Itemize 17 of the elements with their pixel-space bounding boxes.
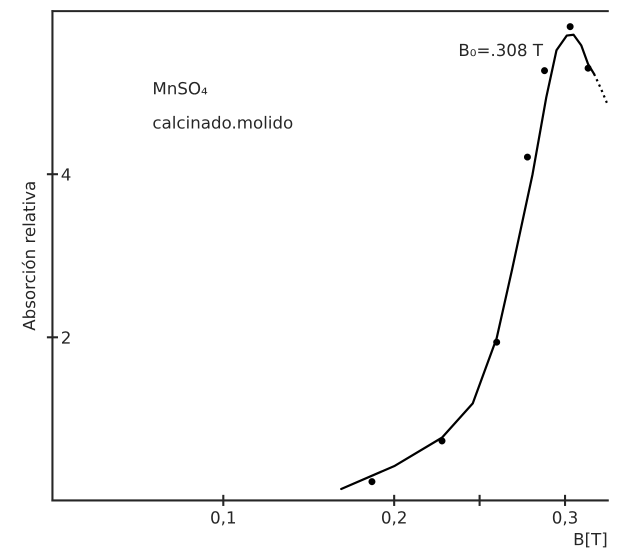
point	[566, 23, 574, 30]
point	[584, 64, 592, 72]
y-tick-label: 2	[62, 331, 70, 344]
point	[524, 154, 531, 161]
annotation: calcinado.molido	[153, 116, 292, 129]
point	[368, 478, 376, 486]
annotation: MnSO₄	[154, 82, 208, 95]
x-tick-label: 0,3	[552, 511, 577, 526]
x-axis-title: B[T]	[574, 532, 606, 548]
point	[541, 67, 548, 74]
y-axis-title: Absorción relativa	[22, 182, 36, 331]
point	[438, 437, 446, 444]
x-tick-label: 0,1	[211, 511, 236, 526]
x-tick-label: 0,2	[382, 511, 406, 526]
y-tick-label: 4	[62, 168, 70, 181]
point	[493, 338, 500, 346]
annotation: B₀=.308 T	[460, 44, 544, 56]
